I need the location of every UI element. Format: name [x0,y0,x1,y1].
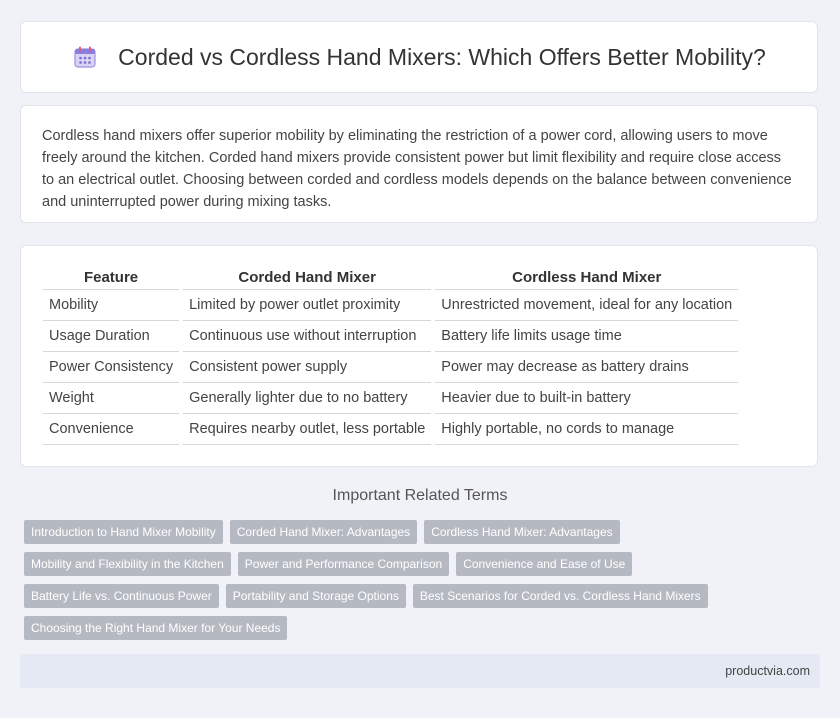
tag-link[interactable]: Cordless Hand Mixer: Advantages [424,520,620,544]
tag-link[interactable]: Corded Hand Mixer: Advantages [229,520,418,544]
header-card: Corded vs Cordless Hand Mixers: Which Of… [20,21,818,93]
table-cell: Heavier due to built-in battery [435,383,739,414]
column-header-feature: Feature [43,266,180,290]
table-cell: Convenience [43,414,180,445]
tag-row: Choosing the Right Hand Mixer for Your N… [24,616,724,640]
table-cell: Limited by power outlet proximity [183,290,432,321]
table-cell: Weight [43,383,180,414]
related-terms-heading: Important Related Terms [332,487,508,504]
tag-row: Mobility and Flexibility in the Kitchen … [24,552,724,576]
tag-row: Battery Life vs. Continuous Power Portab… [24,584,724,608]
table-cell: Power may decrease as battery drains [435,352,739,383]
tag-link[interactable]: Choosing the Right Hand Mixer for Your N… [24,616,288,640]
tag-link[interactable]: Introduction to Hand Mixer Mobility [24,520,223,544]
table-cell: Power Consistency [43,352,180,383]
page-title: Corded vs Cordless Hand Mixers: Which Of… [118,43,766,70]
table-row: Power Consistency Consistent power suppl… [43,352,739,383]
table-header-row: Feature Corded Hand Mixer Cordless Hand … [43,266,739,290]
table-row: Usage Duration Continuous use without in… [43,321,739,352]
table-cell: Battery life limits usage time [435,321,739,352]
calendar-icon [74,46,96,68]
table-row: Convenience Requires nearby outlet, less… [43,414,739,445]
tag-link[interactable]: Mobility and Flexibility in the Kitchen [24,552,231,576]
tag-link[interactable]: Portability and Storage Options [225,584,406,608]
title-wrap: Corded vs Cordless Hand Mixers: Which Of… [72,44,766,71]
table-row: Weight Generally lighter due to no batte… [43,383,739,414]
comparison-table-card: Feature Corded Hand Mixer Cordless Hand … [20,245,818,467]
table-cell: Unrestricted movement, ideal for any loc… [435,290,739,321]
table-cell: Mobility [43,290,180,321]
table-cell: Usage Duration [43,321,180,352]
table-cell: Consistent power supply [183,352,432,383]
table-cell: Highly portable, no cords to manage [435,414,739,445]
table-cell: Requires nearby outlet, less portable [183,414,432,445]
footer: productvia.com [20,654,820,688]
tag-link[interactable]: Power and Performance Comparison [237,552,450,576]
related-terms-tags: Introduction to Hand Mixer Mobility Cord… [24,520,724,648]
comparison-table: Feature Corded Hand Mixer Cordless Hand … [39,266,742,445]
tag-row: Introduction to Hand Mixer Mobility Cord… [24,520,724,544]
tag-link[interactable]: Battery Life vs. Continuous Power [24,584,219,608]
table-row: Mobility Limited by power outlet proximi… [43,290,739,321]
table-cell: Generally lighter due to no battery [183,383,432,414]
intro-card: Cordless hand mixers offer superior mobi… [20,105,818,223]
tag-link[interactable]: Convenience and Ease of Use [456,552,633,576]
column-header-cordless: Cordless Hand Mixer [435,266,739,290]
table-cell: Continuous use without interruption [183,321,432,352]
tag-link[interactable]: Best Scenarios for Corded vs. Cordless H… [412,584,708,608]
intro-text: Cordless hand mixers offer superior mobi… [42,128,792,210]
footer-site-name[interactable]: productvia.com [725,664,810,678]
column-header-corded: Corded Hand Mixer [183,266,432,290]
